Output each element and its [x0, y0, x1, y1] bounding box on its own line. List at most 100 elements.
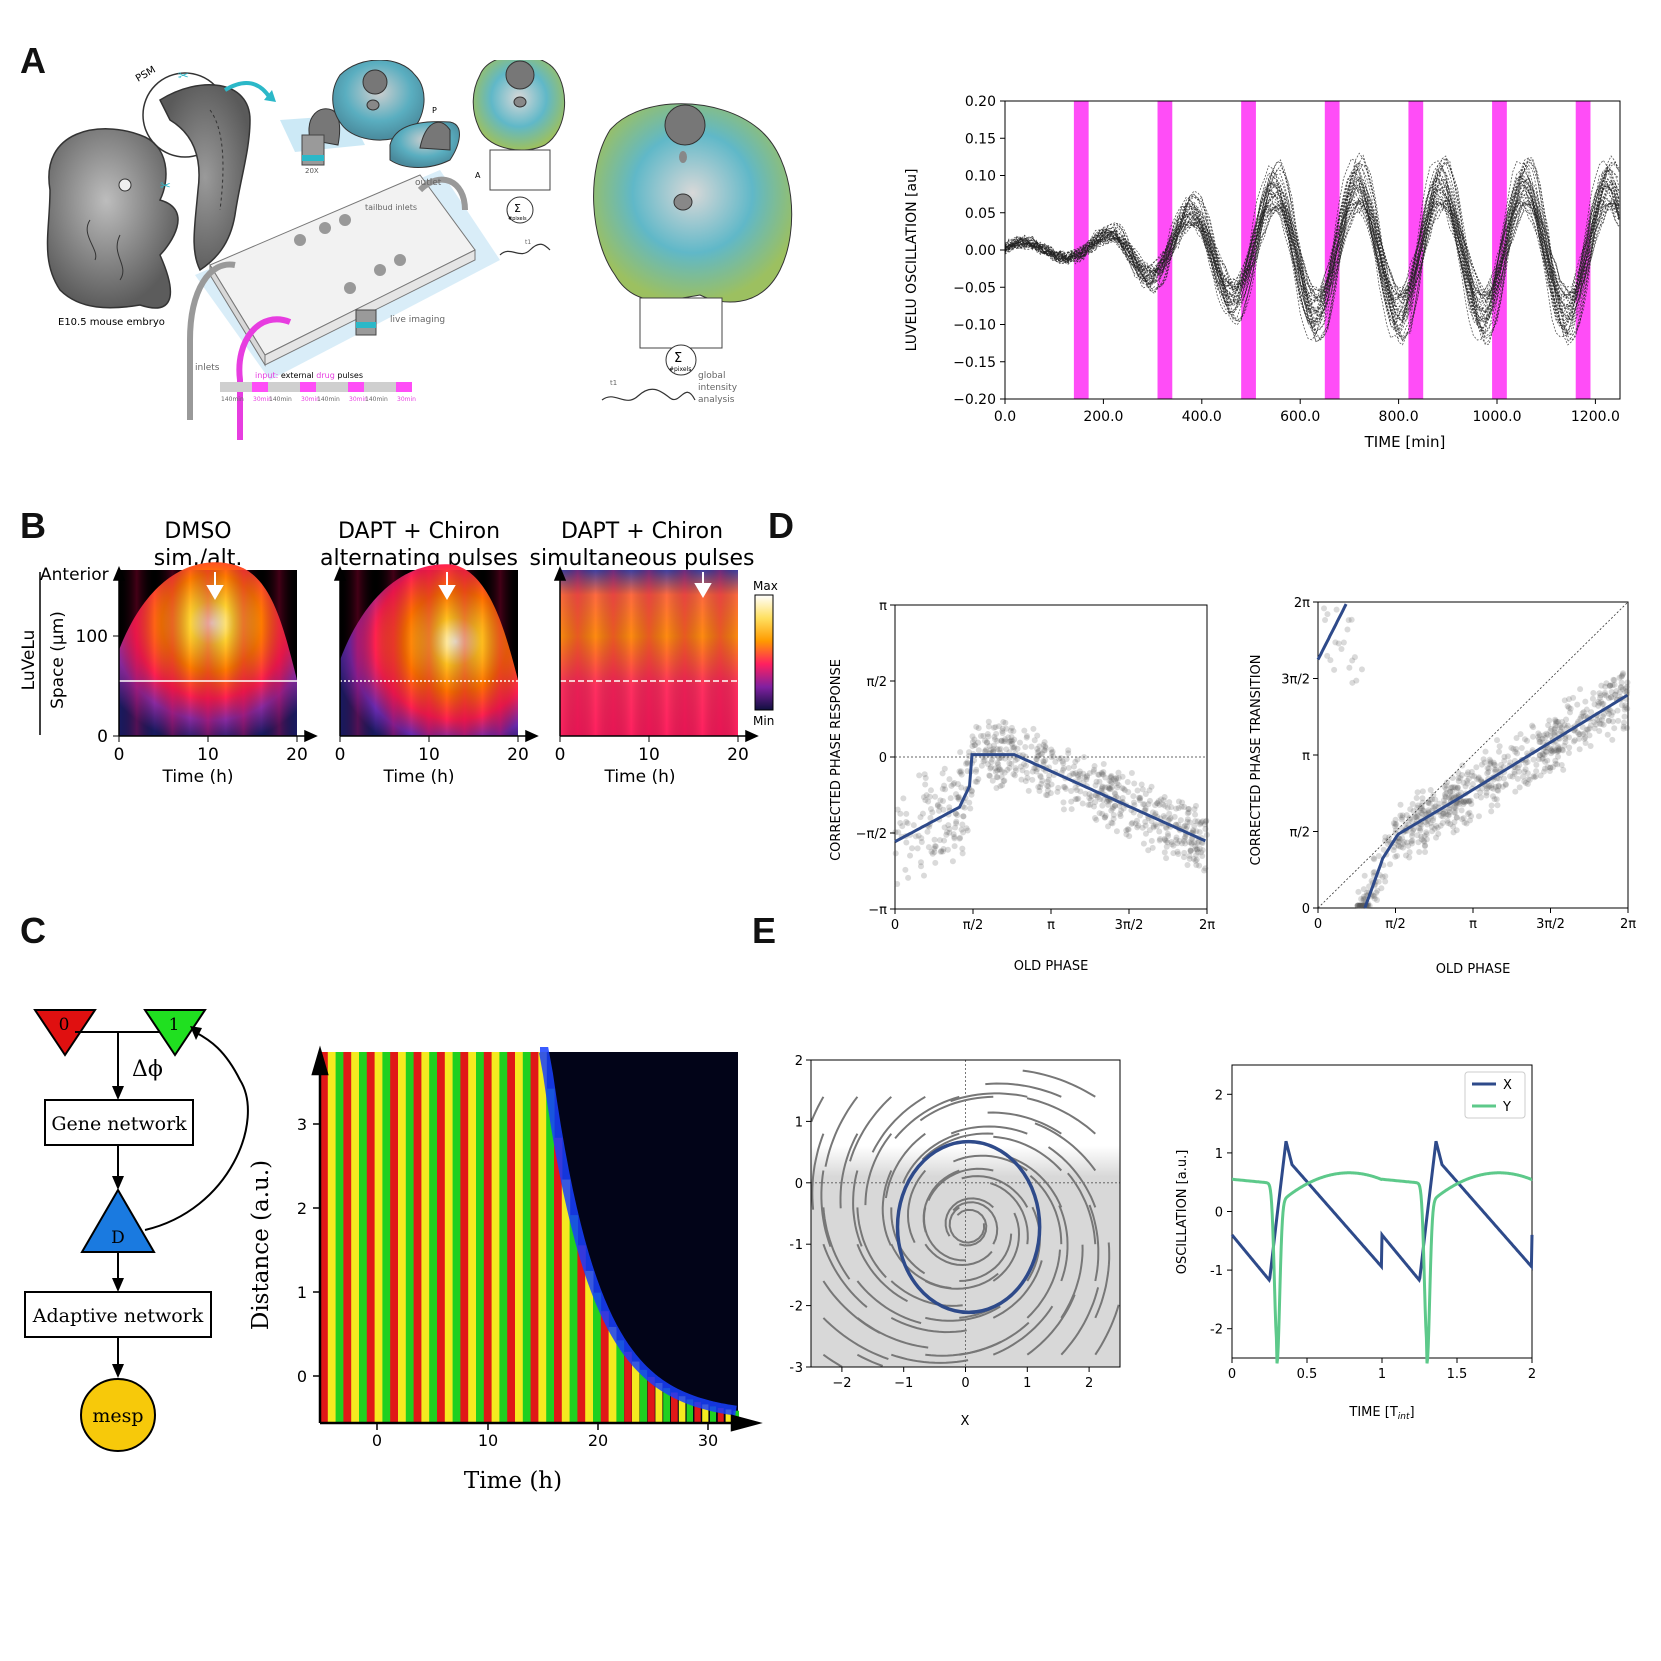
- d-left-point: [1112, 802, 1119, 809]
- d-right-point: [1484, 765, 1491, 772]
- d-left-point: [1000, 738, 1007, 745]
- sum-symbol-2: Σ: [674, 351, 682, 366]
- luvelu-trace: [1004, 191, 1620, 309]
- d-left-point: [1197, 820, 1204, 827]
- d-right-point: [1539, 756, 1546, 763]
- d-left-point: [897, 819, 904, 826]
- d-right-point: [1460, 798, 1467, 805]
- d-left-point: [985, 718, 992, 725]
- d-left-point: [1148, 783, 1155, 790]
- d-right-point: [1485, 765, 1492, 772]
- d-right-point: [1371, 892, 1378, 899]
- c-kymograph: [320, 1047, 740, 1423]
- d-left-point: [1041, 739, 1048, 746]
- d-right-point: [1413, 814, 1420, 821]
- d-right-point: [1454, 784, 1461, 791]
- d-right-point: [1401, 839, 1408, 846]
- d-right-point: [1419, 807, 1426, 814]
- d-right-point: [1563, 716, 1570, 723]
- d-left-point: [1006, 764, 1013, 771]
- drug-pulse-band: [1575, 101, 1591, 399]
- d-left-point: [1126, 833, 1133, 840]
- d-left-point: [1163, 855, 1170, 862]
- d-right-point: [1358, 902, 1365, 909]
- d-left-point: [969, 739, 976, 746]
- d-left-point: [1187, 848, 1194, 855]
- d-right-point: [1619, 672, 1626, 679]
- b1-title-line1: DMSO: [164, 519, 231, 544]
- d-left-point: [987, 765, 994, 772]
- d-left-point: [968, 788, 975, 795]
- d-left-point: [1095, 771, 1102, 778]
- luvelu-trace: [1004, 179, 1620, 324]
- d-right-point: [1509, 773, 1516, 780]
- d-left-point: [944, 846, 951, 853]
- d-left-point: [1181, 835, 1188, 842]
- d-left-point: [1167, 815, 1174, 822]
- d-right-point: [1524, 759, 1531, 766]
- c-xtick: 0: [372, 1431, 382, 1450]
- d-right-ytick: 3π/2: [1281, 673, 1310, 688]
- d-left-point: [960, 829, 967, 836]
- d-right-point: [1521, 768, 1528, 775]
- adaptive-network-label: Adaptive network: [32, 1305, 204, 1327]
- d-left-point: [910, 822, 917, 829]
- drug-inlet-tube: [236, 316, 292, 440]
- luvelu-trace: [1004, 201, 1620, 301]
- d-right-point: [1419, 799, 1426, 806]
- d-left-point: [1185, 806, 1192, 813]
- d-left-point: [1162, 837, 1169, 844]
- d-left-point: [1176, 837, 1183, 844]
- d-right-point: [1415, 839, 1422, 846]
- streamline: [959, 1321, 1030, 1356]
- d-left-point: [1110, 804, 1117, 811]
- d-right-point: [1600, 711, 1607, 718]
- d-right-point: [1512, 748, 1519, 755]
- d-left-point: [1019, 767, 1026, 774]
- streamline: [944, 1197, 994, 1237]
- b-xtick: 0: [114, 745, 125, 765]
- d-right-point: [1395, 838, 1402, 845]
- d-left-point: [984, 761, 991, 768]
- d-right-point: [1555, 743, 1562, 750]
- d-right-point: [1394, 852, 1401, 859]
- d-right-point: [1551, 729, 1558, 736]
- d-left-point: [973, 723, 980, 730]
- d-right-point: [1530, 756, 1537, 763]
- d-left-point: [944, 829, 951, 836]
- d-left-point: [950, 831, 957, 838]
- d-left-point: [1161, 835, 1168, 842]
- d-right-point: [1501, 757, 1508, 764]
- streamline: [1005, 1155, 1063, 1208]
- e-phase-ytick: −2: [790, 1300, 803, 1315]
- streamline: [927, 1167, 994, 1202]
- d-right-point: [1609, 736, 1616, 743]
- d-left-point: [1168, 841, 1175, 848]
- d-right-point: [1599, 713, 1606, 720]
- d-right-point: [1584, 726, 1591, 733]
- osc-legend: [1464, 1071, 1526, 1119]
- d-right-point: [1392, 823, 1399, 830]
- d-left-point: [1140, 840, 1147, 847]
- d-right-point: [1468, 768, 1475, 775]
- d-right-point: [1590, 689, 1597, 696]
- c-ytick: 3: [297, 1115, 307, 1134]
- legend-y-label: Y: [1502, 1100, 1511, 1115]
- d-left-point: [1125, 788, 1132, 795]
- d-right-point: [1382, 837, 1389, 844]
- d-right-point: [1420, 837, 1427, 844]
- d-left-point: [1164, 839, 1171, 846]
- d-left-point: [1109, 805, 1116, 812]
- d-left-point: [1084, 772, 1091, 779]
- d-right-point: [1621, 713, 1628, 720]
- chart-a-xtick: 1000.0: [1473, 409, 1522, 425]
- d-left-point: [1149, 844, 1156, 851]
- d-left-point: [1186, 855, 1193, 862]
- d-right-point: [1442, 794, 1449, 801]
- d-right-point: [1544, 757, 1551, 764]
- d-right-point: [1522, 759, 1529, 766]
- d-left-point: [1092, 782, 1099, 789]
- d-left-point: [936, 837, 943, 844]
- d-left-point: [1002, 719, 1009, 726]
- d-right-point: [1589, 695, 1596, 702]
